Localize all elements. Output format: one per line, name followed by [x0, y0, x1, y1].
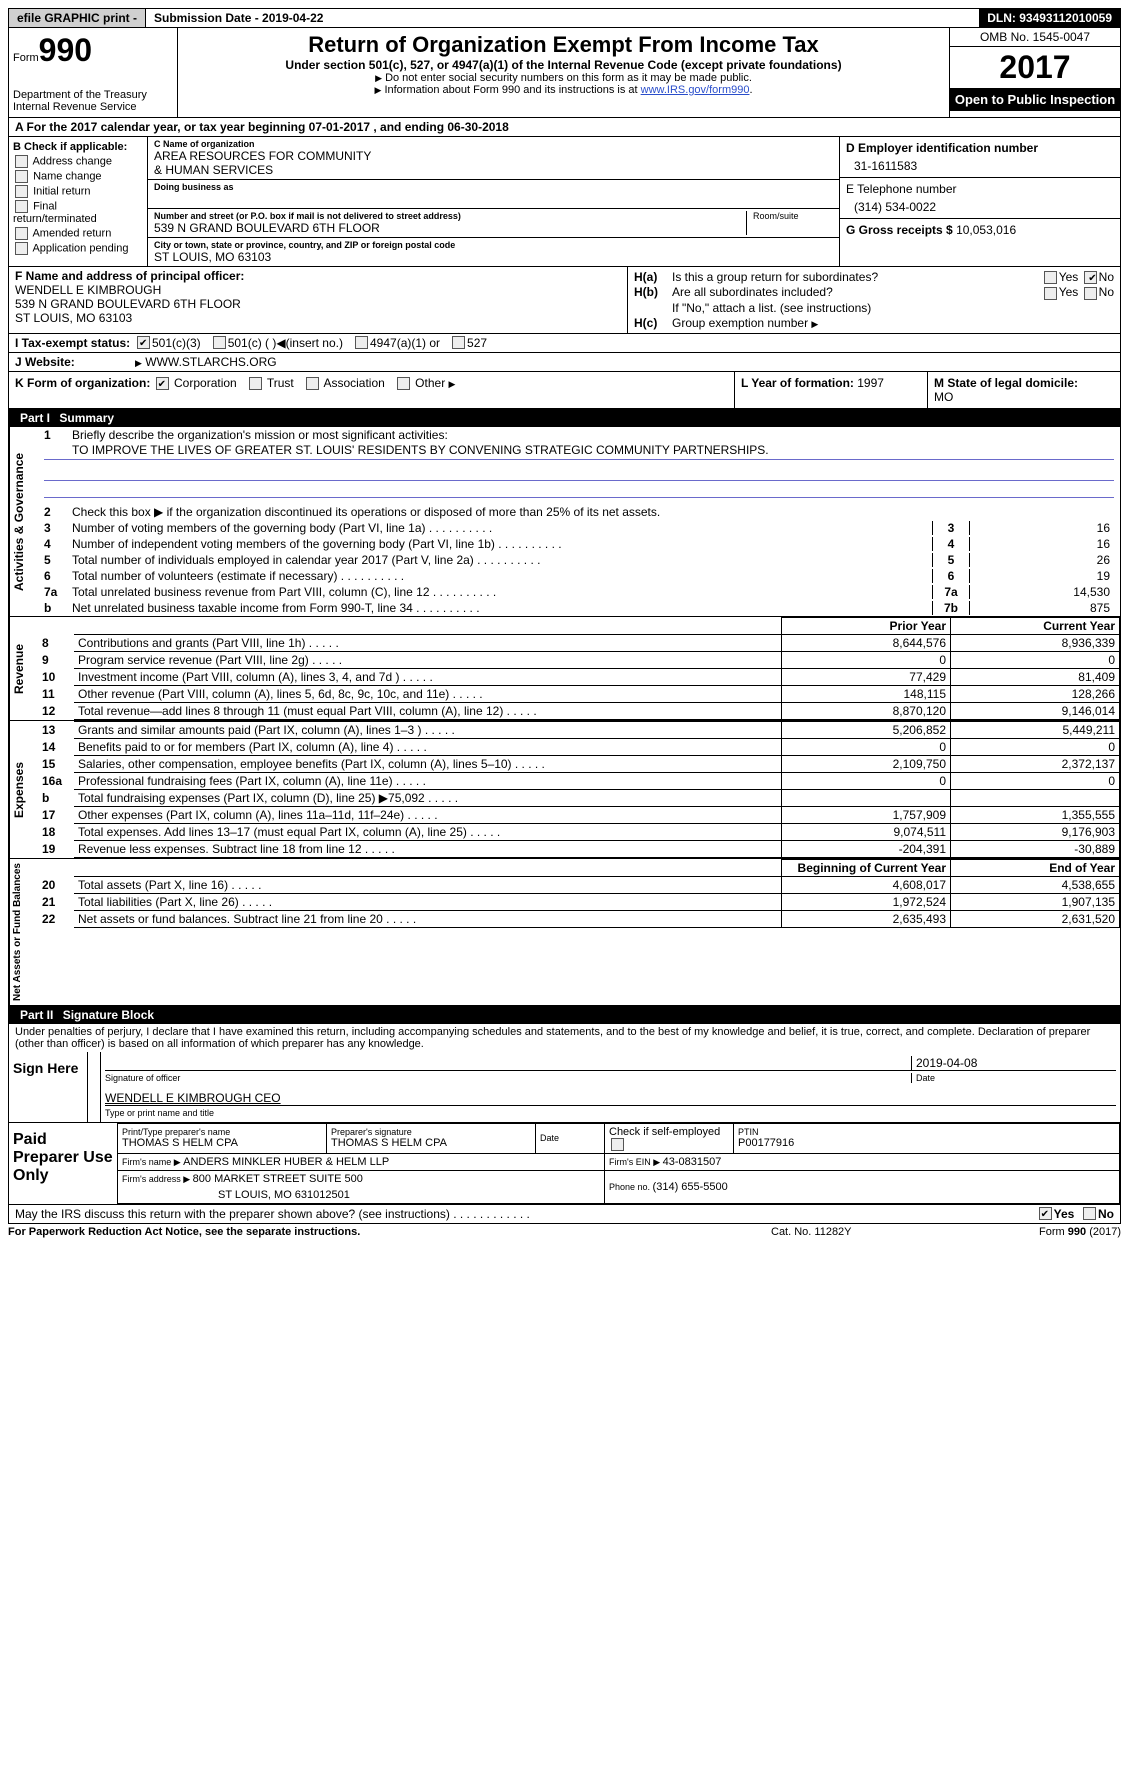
footer: For Paperwork Reduction Act Notice, see …	[8, 1224, 1121, 1240]
chk-other[interactable]	[397, 377, 410, 390]
section-deg: D Employer identification number 31-1611…	[839, 137, 1120, 266]
summary-row: 4Number of independent voting members of…	[38, 536, 1120, 552]
mission-text: TO IMPROVE THE LIVES OF GREATER ST. LOUI…	[38, 443, 1120, 457]
header-right: OMB No. 1545-0047 2017 Open to Public In…	[949, 28, 1120, 117]
irs-link[interactable]: www.IRS.gov/form990	[641, 84, 750, 96]
summary-row: bNet unrelated business taxable income f…	[38, 600, 1120, 616]
table-row: 10Investment income (Part VIII, column (…	[38, 668, 1120, 685]
table-row: 13Grants and similar amounts paid (Part …	[38, 721, 1120, 738]
table-row: 18Total expenses. Add lines 13–17 (must …	[38, 823, 1120, 840]
chk-501c[interactable]	[213, 336, 226, 349]
section-klm: K Form of organization: Corporation Trus…	[8, 372, 1121, 409]
table-row: 14Benefits paid to or for members (Part …	[38, 738, 1120, 755]
table-row: 20Total assets (Part X, line 16) . . . .…	[38, 876, 1120, 893]
chk-address[interactable]	[15, 155, 28, 168]
topbar: efile GRAPHIC print - Submission Date - …	[8, 8, 1121, 28]
tab-governance: Activities & Governance	[9, 427, 38, 616]
part1-netassets: Net Assets or Fund Balances Beginning of…	[8, 859, 1121, 1006]
chk-final[interactable]	[15, 200, 28, 213]
table-row: 8Contributions and grants (Part VIII, li…	[38, 634, 1120, 651]
summary-row: 5Total number of individuals employed in…	[38, 552, 1120, 568]
chk-discuss-yes[interactable]	[1039, 1207, 1052, 1220]
section-c: C Name of organization AREA RESOURCES FO…	[148, 137, 839, 266]
section-b: B Check if applicable: Address change Na…	[9, 137, 148, 266]
sign-here: Sign Here	[9, 1052, 88, 1122]
chk-hb-no[interactable]	[1084, 287, 1097, 300]
table-row: 22Net assets or fund balances. Subtract …	[38, 910, 1120, 927]
section-i: I Tax-exempt status: 501(c)(3) 501(c) ( …	[8, 334, 1121, 353]
chk-4947[interactable]	[355, 336, 368, 349]
submission: Submission Date - 2019-04-22	[146, 9, 331, 27]
part1-header: Part I Summary	[8, 409, 1121, 427]
summary-row: 6Total number of volunteers (estimate if…	[38, 568, 1120, 584]
netassets-table: Beginning of Current YearEnd of Year 20T…	[38, 859, 1120, 928]
paid-preparer: Paid Preparer Use Only Print/Type prepar…	[8, 1123, 1121, 1205]
section-a: A For the 2017 calendar year, or tax yea…	[8, 118, 1121, 137]
part2-header: Part II Signature Block	[8, 1006, 1121, 1024]
table-row: 16aProfessional fundraising fees (Part I…	[38, 772, 1120, 789]
section-f: F Name and address of principal officer:…	[9, 267, 628, 333]
signature-block: Under penalties of perjury, I declare th…	[8, 1024, 1121, 1123]
part1-governance: Activities & Governance 1 Briefly descri…	[8, 427, 1121, 617]
chk-trust[interactable]	[249, 377, 262, 390]
expenses-table: 13Grants and similar amounts paid (Part …	[38, 721, 1120, 858]
chk-corp[interactable]	[156, 377, 169, 390]
section-h: H(a)Is this a group return for subordina…	[628, 267, 1120, 333]
revenue-table: Prior YearCurrent Year 8Contributions an…	[38, 617, 1120, 720]
table-row: 19Revenue less expenses. Subtract line 1…	[38, 840, 1120, 857]
table-row: 9Program service revenue (Part VIII, lin…	[38, 651, 1120, 668]
summary-row: 3Number of voting members of the governi…	[38, 520, 1120, 536]
summary-row: 7aTotal unrelated business revenue from …	[38, 584, 1120, 600]
efile-btn[interactable]: efile GRAPHIC print -	[9, 9, 146, 27]
tab-expenses: Expenses	[9, 721, 38, 858]
chk-501c3[interactable]	[137, 336, 150, 349]
chk-discuss-no[interactable]	[1083, 1207, 1096, 1220]
part1-revenue: Revenue Prior YearCurrent Year 8Contribu…	[8, 617, 1121, 721]
chk-527[interactable]	[452, 336, 465, 349]
chk-hb-yes[interactable]	[1044, 287, 1057, 300]
table-row: 15Salaries, other compensation, employee…	[38, 755, 1120, 772]
table-row: 11Other revenue (Part VIII, column (A), …	[38, 685, 1120, 702]
tab-netassets: Net Assets or Fund Balances	[9, 859, 38, 1005]
header-center: Return of Organization Exempt From Incom…	[178, 28, 949, 117]
may-irs-discuss: May the IRS discuss this return with the…	[8, 1205, 1121, 1224]
form-header: Form990 Department of the Treasury Inter…	[8, 28, 1121, 118]
section-fh: F Name and address of principal officer:…	[8, 267, 1121, 334]
table-row: 21Total liabilities (Part X, line 26) . …	[38, 893, 1120, 910]
chk-name[interactable]	[15, 170, 28, 183]
tab-revenue: Revenue	[9, 617, 38, 720]
chk-ha-yes[interactable]	[1044, 271, 1057, 284]
part1-expenses: Expenses 13Grants and similar amounts pa…	[8, 721, 1121, 859]
chk-pending[interactable]	[15, 242, 28, 255]
chk-initial[interactable]	[15, 185, 28, 198]
section-bcd: B Check if applicable: Address change Na…	[8, 137, 1121, 267]
chk-amended[interactable]	[15, 227, 28, 240]
dln: DLN: 93493112010059	[979, 9, 1120, 27]
table-row: 12Total revenue—add lines 8 through 11 (…	[38, 702, 1120, 719]
table-row: bTotal fundraising expenses (Part IX, co…	[38, 789, 1120, 806]
chk-ha-no[interactable]	[1084, 271, 1097, 284]
table-row: 17Other expenses (Part IX, column (A), l…	[38, 806, 1120, 823]
header-left: Form990 Department of the Treasury Inter…	[9, 28, 178, 117]
chk-assoc[interactable]	[306, 377, 319, 390]
section-j: J Website: WWW.STLARCHS.ORG	[8, 353, 1121, 372]
chk-selfemployed[interactable]	[611, 1138, 624, 1151]
